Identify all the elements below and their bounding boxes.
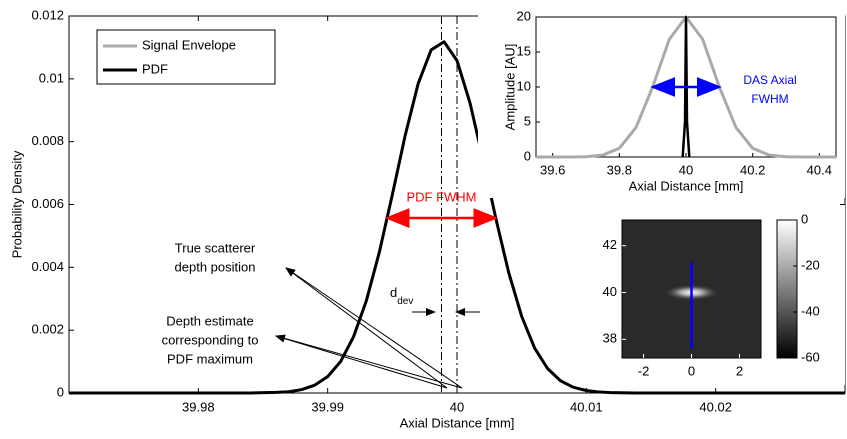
legend-label: PDF — [142, 61, 168, 76]
y-tick-label: 0.006 — [31, 196, 64, 211]
annotation: Depth estimate — [166, 313, 253, 328]
x-tick-label: 39.98 — [182, 399, 215, 414]
annotation-arrow — [285, 267, 448, 389]
x-tick-label: 39.99 — [311, 399, 344, 414]
y-tick-label: 0.01 — [39, 70, 64, 85]
y-tick-label: 0.012 — [31, 7, 64, 22]
y-tick-label: 0.004 — [31, 259, 64, 274]
y-tick-label: 0.002 — [31, 322, 64, 337]
y-tick-label: 0 — [57, 384, 64, 399]
x-tick-label: 40.01 — [570, 399, 603, 414]
y-tick-label: 20 — [517, 8, 531, 23]
fwhm-label: PDF FWHM — [406, 189, 476, 204]
fwhm-label: FWHM — [751, 92, 788, 106]
colorbar-tick-label: 0 — [801, 211, 808, 226]
ddev-main: d — [390, 285, 397, 300]
colorbar-tick-label: -60 — [801, 349, 820, 364]
x-tick-label: 40.02 — [699, 399, 732, 414]
x-tick-label: 40 — [450, 399, 464, 414]
annotation: corresponding to — [162, 332, 259, 347]
colorbar-tick-label: -20 — [801, 257, 820, 272]
x-tick-label: -2 — [638, 363, 650, 378]
y-axis-label: Probability Density — [9, 150, 24, 258]
y-axis-label: Amplitude [AU] — [502, 44, 517, 131]
legend-label: Signal Envelope — [142, 37, 236, 52]
y-tick-label: 15 — [517, 43, 531, 58]
annotation: True scatterer — [175, 240, 256, 255]
annotation-arrow — [285, 267, 463, 389]
colorbar-tick-label: -40 — [801, 303, 820, 318]
y-tick-label: 10 — [517, 78, 531, 93]
x-tick-label: 40.4 — [807, 162, 832, 177]
x-tick-label: 39.8 — [607, 162, 632, 177]
y-tick-label: 42 — [603, 237, 617, 252]
y-tick-label: 40 — [603, 284, 617, 299]
x-tick-label: 0 — [688, 363, 695, 378]
x-tick-label: 40 — [679, 162, 693, 177]
y-tick-label: 38 — [603, 331, 617, 346]
annotation-arrow — [275, 334, 448, 389]
ddev-sub: dev — [397, 296, 413, 307]
y-tick-label: 0 — [524, 148, 531, 163]
y-tick-label: 0.008 — [31, 133, 64, 148]
annotation: depth position — [175, 259, 256, 274]
x-tick-label: 2 — [736, 363, 743, 378]
data-line — [69, 40, 845, 395]
fwhm-label: DAS Axial — [743, 73, 796, 87]
annotation: PDF maximum — [167, 351, 253, 366]
y-tick-label: 5 — [524, 113, 531, 128]
x-tick-label: 40.2 — [740, 162, 765, 177]
data-line — [681, 15, 691, 158]
ddev-label: ddev — [390, 285, 413, 306]
x-axis-label: Axial Distance [mm] — [629, 178, 744, 193]
x-axis-label: Axial Distance [mm] — [400, 415, 515, 430]
colorbar — [776, 219, 798, 359]
x-tick-label: 39.6 — [540, 162, 565, 177]
annotation-arrow — [275, 334, 463, 389]
legend — [96, 29, 276, 85]
